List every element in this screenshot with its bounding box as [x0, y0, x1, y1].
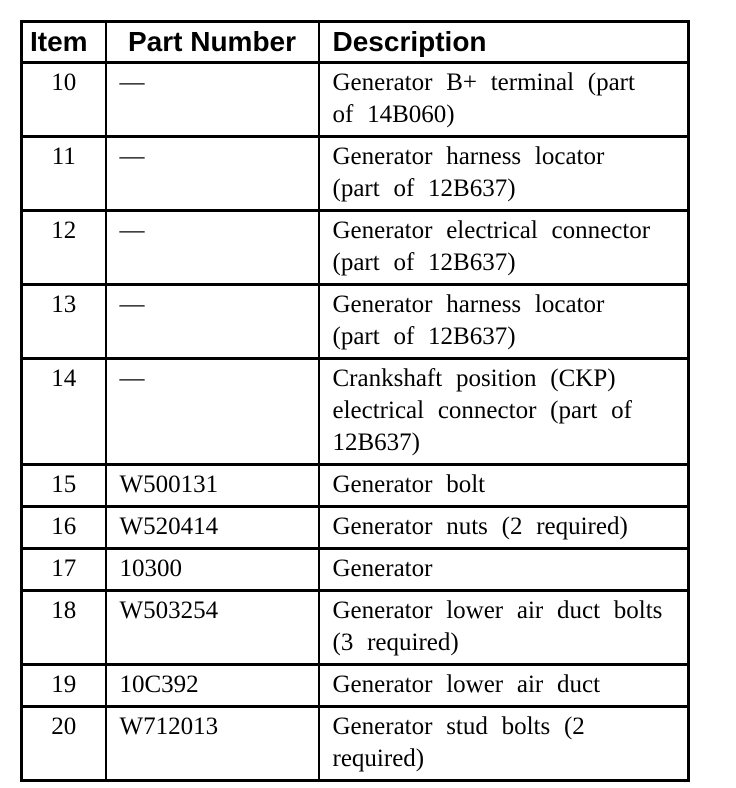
part-number-cell: 10300 — [104, 547, 320, 592]
part-number-cell: — — [104, 135, 320, 212]
item-cell: 10 — [20, 61, 107, 138]
description-cell: Generator harness locator (part of 12B63… — [317, 283, 690, 360]
table-row: 11 — Generator harness locator (part of … — [20, 135, 690, 212]
header-item: Item — [20, 20, 107, 64]
description-cell: Generator electrical connector (part of … — [317, 209, 690, 286]
header-row: Item Part Number Description — [20, 20, 690, 64]
item-cell: 17 — [20, 547, 107, 592]
part-number-cell: 10C392 — [104, 663, 320, 708]
item-cell: 15 — [20, 463, 107, 508]
item-cell: 20 — [20, 705, 107, 782]
header-part-number: Part Number — [104, 20, 320, 64]
description-cell: Generator lower air duct — [317, 663, 690, 708]
part-number-cell: — — [104, 61, 320, 138]
item-cell: 11 — [20, 135, 107, 212]
part-number-cell: — — [104, 357, 320, 466]
item-cell: 16 — [20, 505, 107, 550]
table-row: 14 — Crankshaft position (CKP) electrica… — [20, 357, 690, 466]
table-row: 15 W500131 Generator bolt — [20, 463, 690, 508]
parts-table-header: Item Part Number Description — [20, 20, 690, 64]
part-number-cell: — — [104, 209, 320, 286]
item-cell: 18 — [20, 589, 107, 666]
table-row: 16 W520414 Generator nuts (2 required) — [20, 505, 690, 550]
item-cell: 14 — [20, 357, 107, 466]
description-cell: Generator bolt — [317, 463, 690, 508]
description-cell: Generator B+ terminal (part of 14B060) — [317, 61, 690, 138]
parts-table-body: 10 — Generator B+ terminal (part of 14B0… — [20, 61, 690, 782]
description-cell: Generator stud bolts (2 required) — [317, 705, 690, 782]
part-number-cell: — — [104, 283, 320, 360]
part-number-cell: W712013 — [104, 705, 320, 782]
description-cell: Crankshaft position (CKP) electrical con… — [317, 357, 690, 466]
table-row: 17 10300 Generator — [20, 547, 690, 592]
part-number-cell: W500131 — [104, 463, 320, 508]
item-cell: 12 — [20, 209, 107, 286]
table-row: 12 — Generator electrical connector (par… — [20, 209, 690, 286]
description-cell: Generator harness locator (part of 12B63… — [317, 135, 690, 212]
header-description: Description — [317, 20, 690, 64]
description-cell: Generator — [317, 547, 690, 592]
part-number-cell: W503254 — [104, 589, 320, 666]
table-row: 13 — Generator harness locator (part of … — [20, 283, 690, 360]
description-cell: Generator nuts (2 required) — [317, 505, 690, 550]
description-cell: Generator lower air duct bolts (3 requir… — [317, 589, 690, 666]
table-row: 19 10C392 Generator lower air duct — [20, 663, 690, 708]
item-cell: 19 — [20, 663, 107, 708]
table-row: 10 — Generator B+ terminal (part of 14B0… — [20, 61, 690, 138]
item-cell: 13 — [20, 283, 107, 360]
table-row: 18 W503254 Generator lower air duct bolt… — [20, 589, 690, 666]
part-number-cell: W520414 — [104, 505, 320, 550]
parts-table: Item Part Number Description 10 — Genera… — [20, 20, 690, 782]
table-row: 20 W712013 Generator stud bolts (2 requi… — [20, 705, 690, 782]
